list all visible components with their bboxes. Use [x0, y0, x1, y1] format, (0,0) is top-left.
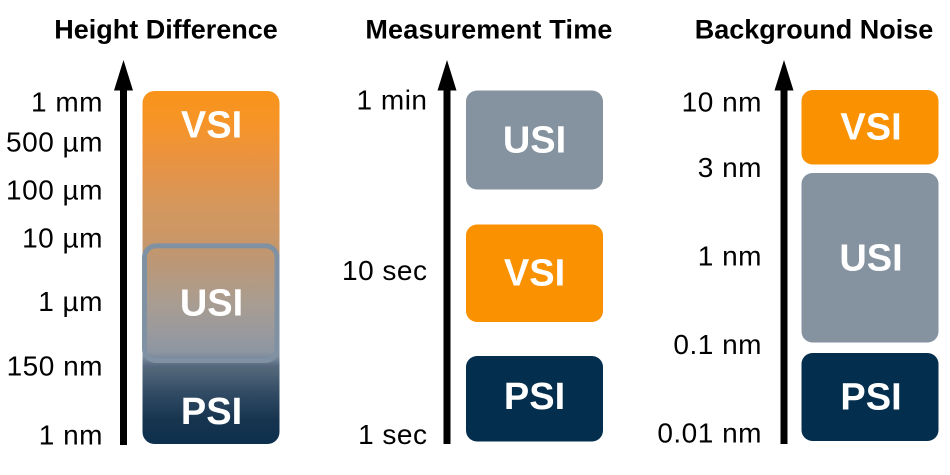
svg-text:Measurement Time: Measurement Time [365, 15, 612, 45]
svg-text:150 nm: 150 nm [7, 350, 103, 381]
svg-text:500 µm: 500 µm [6, 127, 103, 158]
svg-text:VSI: VSI [504, 253, 565, 295]
svg-text:10 nm: 10 nm [682, 86, 762, 117]
svg-text:PSI: PSI [504, 376, 565, 418]
svg-text:VSI: VSI [181, 105, 242, 147]
svg-text:10 sec: 10 sec [342, 255, 428, 286]
svg-text:1 nm: 1 nm [698, 240, 762, 271]
svg-text:1 µm: 1 µm [38, 286, 103, 317]
svg-text:100 µm: 100 µm [6, 174, 103, 205]
svg-text:0.01 nm: 0.01 nm [657, 418, 762, 449]
svg-text:VSI: VSI [840, 107, 901, 149]
svg-text:PSI: PSI [840, 377, 901, 419]
svg-text:1 sec: 1 sec [358, 419, 427, 450]
svg-text:Height Difference: Height Difference [54, 15, 278, 45]
svg-text:USI: USI [839, 238, 902, 280]
svg-text:10 µm: 10 µm [22, 222, 103, 253]
svg-text:PSI: PSI [181, 391, 242, 433]
svg-text:1 min: 1 min [357, 85, 428, 116]
svg-text:Background Noise: Background Noise [695, 15, 934, 45]
svg-text:0.1 nm: 0.1 nm [673, 329, 762, 360]
svg-text:3 nm: 3 nm [698, 152, 762, 183]
svg-text:1 nm: 1 nm [39, 419, 103, 450]
svg-text:1 mm: 1 mm [31, 87, 103, 118]
svg-text:USI: USI [503, 120, 566, 162]
svg-text:USI: USI [180, 283, 243, 325]
